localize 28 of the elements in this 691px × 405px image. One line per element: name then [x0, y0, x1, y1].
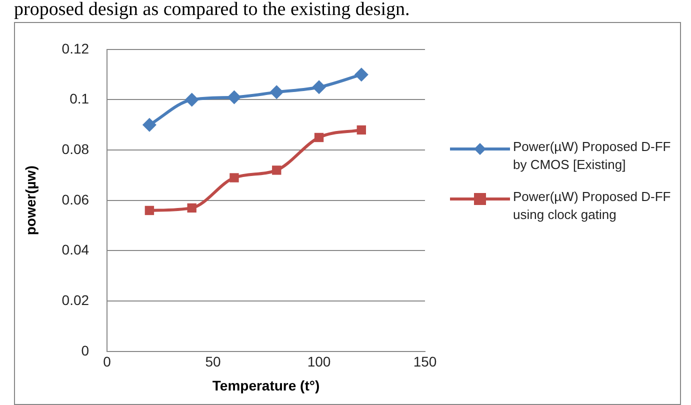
point — [356, 125, 366, 135]
x-tick-label: 50 — [205, 354, 222, 370]
x-tick-label: 100 — [307, 354, 331, 370]
x-axis-title: Temperature (t°) — [212, 377, 320, 394]
y-tick-label: 0 — [81, 342, 90, 358]
point — [272, 166, 282, 175]
point — [227, 90, 242, 104]
point — [312, 80, 326, 94]
y-tick-label: 0.08 — [62, 140, 90, 157]
point — [142, 118, 156, 132]
x-tick-label: 0 — [103, 354, 112, 370]
legend-label: Power(µW) Proposed D-FF by CMOS [Existing] — [513, 138, 672, 174]
point — [230, 173, 239, 182]
y-tick-label: 0.02 — [62, 292, 90, 308]
legend-label: Power(µW) Proposed D-FF using clock gating — [513, 188, 672, 224]
y-tick-label: 0.12 — [62, 40, 90, 56]
point — [270, 85, 284, 100]
x-tick-label: 150 — [413, 354, 437, 370]
y-tick-label: 0.06 — [62, 191, 90, 208]
point — [144, 206, 154, 216]
point — [314, 132, 324, 142]
point — [187, 203, 196, 213]
y-tick-label: 0.04 — [62, 242, 90, 258]
y-tick-label: 0.1 — [70, 90, 90, 107]
text: proposed design as compared to the existing design. — [14, 0, 410, 20]
point — [184, 92, 199, 107]
point — [354, 68, 368, 82]
y-axis-title: power(µw) — [22, 166, 38, 236]
